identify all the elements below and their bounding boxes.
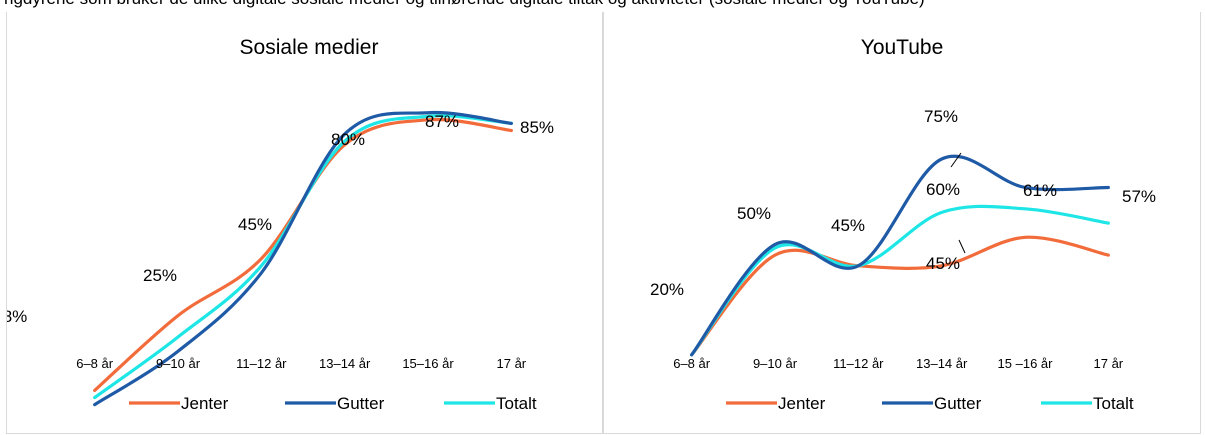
series-line-jenter (93, 117, 513, 392)
data-label: 45% (926, 254, 960, 273)
data-label: 45% (238, 215, 272, 234)
x-tick-label: 13–14 år (916, 356, 968, 371)
series-line-totalt (690, 204, 1110, 357)
series-line-gutter (690, 154, 1110, 357)
data-label-leader-line (958, 239, 966, 254)
chart-youtube: YouTube 20% 50% 45% 75% 60% 45% 61% 57% 6–8 år 9–1… (650, 36, 1156, 413)
data-label: 60% (926, 180, 960, 199)
legend-label-gutter: Gutter (337, 394, 385, 413)
data-label: 50% (737, 204, 771, 223)
series-line-gutter (93, 110, 513, 407)
legend-item-jenter: Jenter (726, 394, 826, 413)
legend-label-jenter: Jenter (778, 394, 826, 413)
x-tick-label: 17 år (497, 356, 527, 371)
x-tick-label: 13–14 år (319, 356, 371, 371)
data-label-leader-line (950, 152, 962, 168)
x-tick-label: 15 –16 år (998, 356, 1054, 371)
x-tick-label: 9–10 år (753, 356, 798, 371)
data-label: 8% (7, 307, 27, 326)
legend-label-gutter: Gutter (934, 394, 982, 413)
chart-panel-youtube: YouTube 20% 50% 45% 75% 60% 45% 61% 57% 6–8 år 9–1… (603, 12, 1201, 434)
data-label: 75% (924, 107, 958, 126)
data-label: 20% (650, 280, 684, 299)
legend-label-totalt: Totalt (496, 394, 537, 413)
chart-sosiale-medier: Sosiale medier 8% 25% 45% 80% 87% 85% 6–8 år 9–1… (7, 36, 554, 413)
data-label: 25% (143, 266, 177, 285)
cropped-caption: ngdyrene som bruker de ulike digitale so… (0, 0, 1205, 12)
data-label: 80% (331, 130, 365, 149)
data-label: 45% (831, 216, 865, 235)
chart-title: Sosiale medier (240, 36, 379, 59)
x-tick-label: 6–8 år (76, 356, 114, 371)
x-tick-label: 11–12 år (833, 356, 884, 371)
legend-item-gutter: Gutter (882, 394, 982, 413)
legend-label-totalt: Totalt (1093, 394, 1134, 413)
x-tick-label: 17 år (1094, 356, 1124, 371)
data-label: 57% (1122, 187, 1156, 206)
series-line-jenter (690, 235, 1110, 357)
data-label: 85% (520, 118, 554, 137)
legend-item-totalt: Totalt (1041, 394, 1134, 413)
legend-item-totalt: Totalt (444, 394, 537, 413)
data-label: 87% (425, 112, 459, 131)
chart-panel-sosiale-medier: Sosiale medier 8% 25% 45% 80% 87% 85% 6–8 år 9–1… (6, 12, 603, 434)
legend-label-jenter: Jenter (181, 394, 229, 413)
x-tick-label: 9–10 år (156, 356, 201, 371)
x-tick-label: 11–12 år (236, 356, 287, 371)
legend-item-gutter: Gutter (285, 394, 385, 413)
x-tick-label: 15–16 år (402, 356, 454, 371)
chart-title: YouTube (861, 36, 944, 59)
x-tick-label: 6–8 år (673, 356, 711, 371)
cropped-caption-text: ngdyrene som bruker de ulike digitale so… (4, 0, 925, 9)
data-label: 61% (1023, 181, 1057, 200)
legend-item-jenter: Jenter (129, 394, 229, 413)
